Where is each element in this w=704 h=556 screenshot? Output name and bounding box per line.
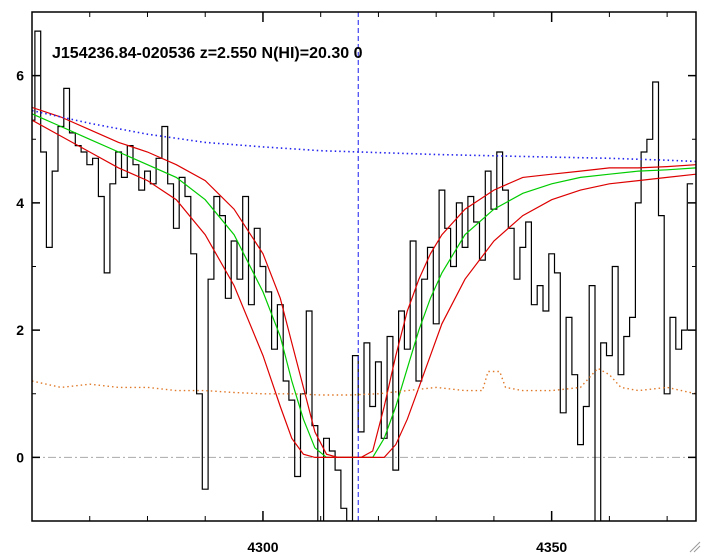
resize-grip-icon [689, 541, 701, 553]
y-tick-label: 0 [16, 449, 24, 465]
x-tick-label: 4350 [536, 539, 567, 555]
flux-series-line [32, 30, 694, 521]
y-tick-label: 4 [16, 195, 24, 211]
axes: 0 2 4 6 4300 4350 [16, 11, 696, 555]
y-tick-label: 6 [16, 68, 24, 84]
chart-title: J154236.84-020536 z=2.550 N(HI)=20.30 0 [52, 45, 363, 62]
model-lower-series-line [32, 119, 696, 458]
y-tick-label: 2 [16, 322, 24, 338]
error-series-line [32, 367, 696, 396]
continuum-series-line [32, 109, 696, 163]
plot-area [32, 12, 696, 521]
x-tick-label: 4300 [247, 539, 278, 555]
